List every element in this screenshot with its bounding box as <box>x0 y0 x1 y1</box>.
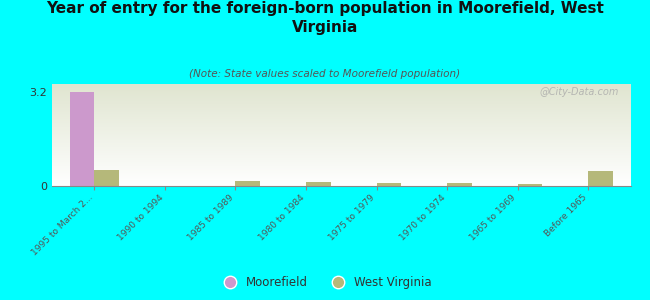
Text: Year of entry for the foreign-born population in Moorefield, West
Virginia: Year of entry for the foreign-born popul… <box>46 2 604 35</box>
Text: @City-Data.com: @City-Data.com <box>540 87 619 97</box>
Bar <box>235 181 260 186</box>
Bar <box>306 182 331 186</box>
Bar <box>447 183 472 186</box>
Text: (Note: State values scaled to Moorefield population): (Note: State values scaled to Moorefield… <box>189 69 461 79</box>
Bar <box>376 183 401 186</box>
Legend: Moorefield, West Virginia: Moorefield, West Virginia <box>213 272 437 294</box>
Bar <box>94 170 119 186</box>
Bar <box>517 184 542 186</box>
Bar <box>588 171 613 186</box>
Bar <box>70 92 94 186</box>
